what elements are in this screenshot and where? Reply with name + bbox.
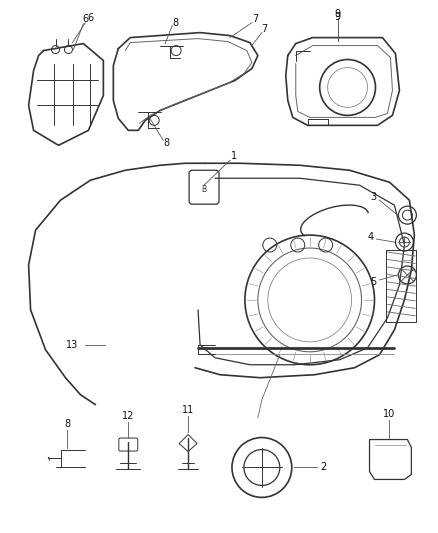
- Text: 8: 8: [64, 418, 71, 429]
- Text: 10: 10: [383, 409, 396, 418]
- Text: 3: 3: [371, 192, 377, 202]
- Text: 6: 6: [82, 14, 88, 23]
- Text: 9: 9: [335, 12, 341, 22]
- Text: 7: 7: [252, 14, 258, 23]
- Text: 12: 12: [122, 410, 134, 421]
- Text: 8: 8: [163, 139, 169, 148]
- Text: 2: 2: [321, 463, 327, 472]
- Text: 5: 5: [371, 277, 377, 287]
- Text: 1: 1: [231, 151, 237, 161]
- Text: 11: 11: [182, 405, 194, 415]
- Text: 4: 4: [367, 232, 374, 242]
- Text: 9: 9: [335, 9, 341, 19]
- Text: B: B: [201, 185, 207, 193]
- Text: 6: 6: [87, 13, 93, 22]
- Text: 13: 13: [66, 340, 78, 350]
- Text: 7: 7: [261, 23, 267, 34]
- Text: 8: 8: [172, 18, 178, 28]
